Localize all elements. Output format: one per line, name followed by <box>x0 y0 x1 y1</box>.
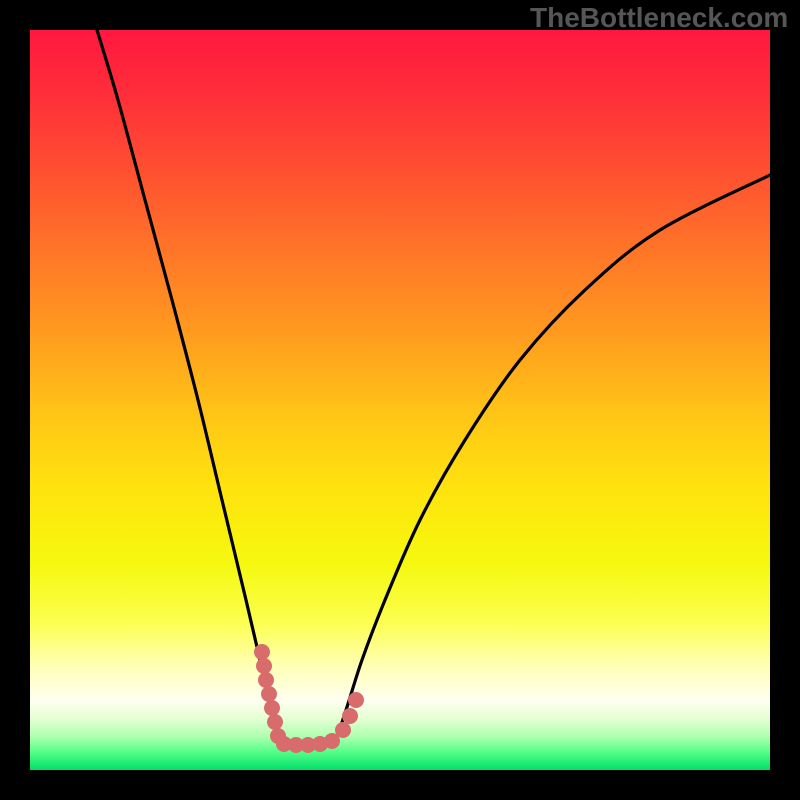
marker-left-0 <box>255 645 270 660</box>
marker-bottom-6 <box>343 709 358 724</box>
marker-left-1 <box>257 659 272 674</box>
marker-bottom-5 <box>336 723 351 738</box>
marker-bottom-4 <box>325 734 340 749</box>
marker-bottom-7 <box>349 693 364 708</box>
marker-left-2 <box>259 673 274 688</box>
curve-layer <box>0 0 800 800</box>
marker-left-4 <box>265 701 280 716</box>
bottleneck-curve <box>97 30 770 747</box>
watermark-text: TheBottleneck.com <box>530 2 788 34</box>
marker-left-3 <box>262 687 277 702</box>
marker-left-5 <box>268 715 283 730</box>
